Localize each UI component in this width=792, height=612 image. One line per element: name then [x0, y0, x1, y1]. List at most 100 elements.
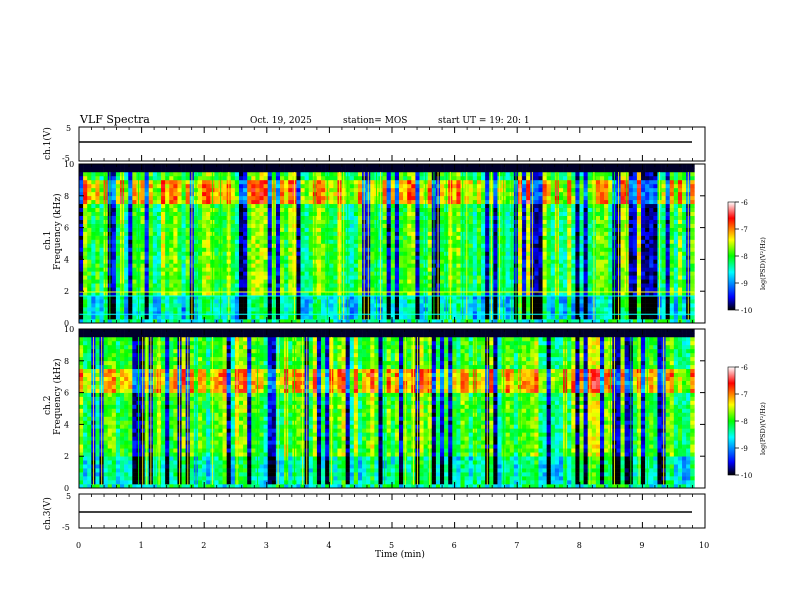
spectrogram-cell — [177, 263, 182, 268]
spectrogram-cell — [357, 219, 363, 224]
spectrogram-cell — [128, 211, 133, 216]
spectrogram-cell — [563, 299, 568, 304]
spectrogram-cell — [407, 203, 412, 209]
spectrogram-cell — [156, 195, 162, 201]
spectrogram-cell — [83, 167, 88, 173]
spectrogram-cell — [333, 291, 338, 296]
spectrogram-cell — [304, 179, 310, 185]
spectrogram-cell — [452, 191, 457, 197]
spectrogram-cell — [382, 271, 387, 276]
spectrogram-cell — [476, 315, 482, 320]
spectrogram-cell — [468, 255, 474, 260]
spectrogram-cell — [238, 271, 244, 276]
spectrogram-cell — [99, 183, 104, 189]
spectrogram-cell — [95, 275, 100, 280]
spectrogram-cell — [542, 171, 547, 177]
spectrogram-cell — [214, 271, 219, 276]
spectrogram-cell — [398, 203, 404, 209]
spectrogram-cell — [161, 319, 166, 324]
spectrogram-cell — [181, 319, 186, 324]
spectrogram-cell — [87, 319, 92, 324]
spectrogram-cell — [165, 167, 170, 173]
spectrogram-cell — [173, 171, 178, 177]
spectrogram-cell — [169, 199, 174, 205]
spectrogram-cell — [124, 267, 129, 272]
spectrogram-cell — [222, 191, 227, 197]
spectrogram-cell — [304, 271, 310, 276]
spectrogram-cell — [263, 251, 269, 256]
spectrogram-cell — [177, 319, 182, 324]
spectrogram-cell — [407, 251, 412, 256]
spectrogram-cell — [554, 164, 560, 169]
spectrogram-cell — [411, 259, 416, 264]
spectrogram-cell — [280, 251, 285, 256]
spectrogram-cell — [79, 255, 84, 260]
spectrogram-cell — [476, 215, 482, 220]
spectrogram-cell — [115, 171, 121, 177]
spectrogram-cell — [321, 191, 326, 197]
spectrogram-cell — [534, 263, 539, 268]
spectrogram-cell — [526, 215, 531, 220]
spectrogram-cell — [538, 231, 543, 236]
spectrogram-cell — [124, 319, 129, 324]
spectrogram-cell — [481, 315, 486, 320]
spectrogram-cell — [440, 207, 445, 213]
spectrogram-cell — [398, 299, 404, 304]
spectrogram-cell — [132, 203, 137, 209]
spectrogram-cell — [567, 267, 572, 272]
spectrogram-cell — [243, 171, 248, 177]
spectrogram-cell — [107, 167, 113, 173]
spectrogram-cell — [308, 164, 314, 169]
spectrogram-cell — [321, 223, 326, 228]
spectrogram-cell — [173, 275, 178, 280]
spectrogram-cell — [288, 167, 293, 173]
spectrogram-cell — [542, 279, 547, 284]
spectrogram-cell — [394, 179, 400, 185]
spectrogram-cell — [321, 251, 326, 256]
spectrogram-cell — [349, 227, 355, 232]
spectrogram-cell — [571, 243, 576, 248]
spectrogram-cell — [538, 211, 543, 216]
spectrogram-cell — [296, 171, 301, 177]
spectrogram-cell — [316, 287, 322, 292]
spectrogram-cell — [431, 164, 437, 169]
spectrogram-cell — [173, 267, 178, 272]
spectrogram-cell — [271, 319, 277, 324]
spectrogram-cell — [161, 175, 166, 181]
spectrogram-cell — [87, 263, 92, 268]
spectrogram-cell — [349, 215, 355, 220]
spectrogram-cell — [329, 203, 334, 209]
spectrogram-cell — [407, 167, 412, 173]
spectrogram-cell — [419, 319, 424, 324]
spectrogram-cell — [493, 259, 498, 264]
spectrogram-cell — [357, 319, 363, 324]
spectrogram-cell — [161, 247, 166, 252]
spectrogram-cell — [550, 251, 556, 256]
spectrogram-cell — [563, 175, 568, 181]
spectrogram-cell — [185, 271, 191, 276]
spectrogram-cell — [83, 255, 88, 260]
spectrogram-cell — [349, 243, 355, 248]
spectrogram-cell — [115, 199, 121, 205]
spectrogram-cell — [111, 295, 117, 300]
spectrogram-cell — [288, 175, 293, 181]
spectrogram-cell — [128, 171, 133, 177]
spectrogram-cell — [79, 183, 84, 189]
spectrogram-cell — [398, 179, 404, 185]
spectrogram-cell — [296, 319, 301, 324]
spectrogram-cell — [206, 295, 211, 300]
spectrogram-cell — [259, 263, 264, 268]
spectrogram-cell — [571, 299, 576, 304]
spectrogram-cell — [280, 231, 285, 236]
spectrogram-cell — [161, 207, 166, 213]
spectrogram-cell — [95, 255, 100, 260]
spectrogram-cell — [267, 199, 273, 205]
spectrogram-cell — [526, 179, 531, 185]
spectrogram-cell — [316, 243, 322, 248]
spectrogram-cell — [87, 215, 92, 220]
spectrogram-cell — [481, 275, 486, 280]
spectrogram-cell — [563, 247, 568, 252]
sferic-line — [367, 171, 369, 320]
spectrogram-cell — [386, 283, 392, 288]
spectrogram-cell — [177, 199, 182, 205]
